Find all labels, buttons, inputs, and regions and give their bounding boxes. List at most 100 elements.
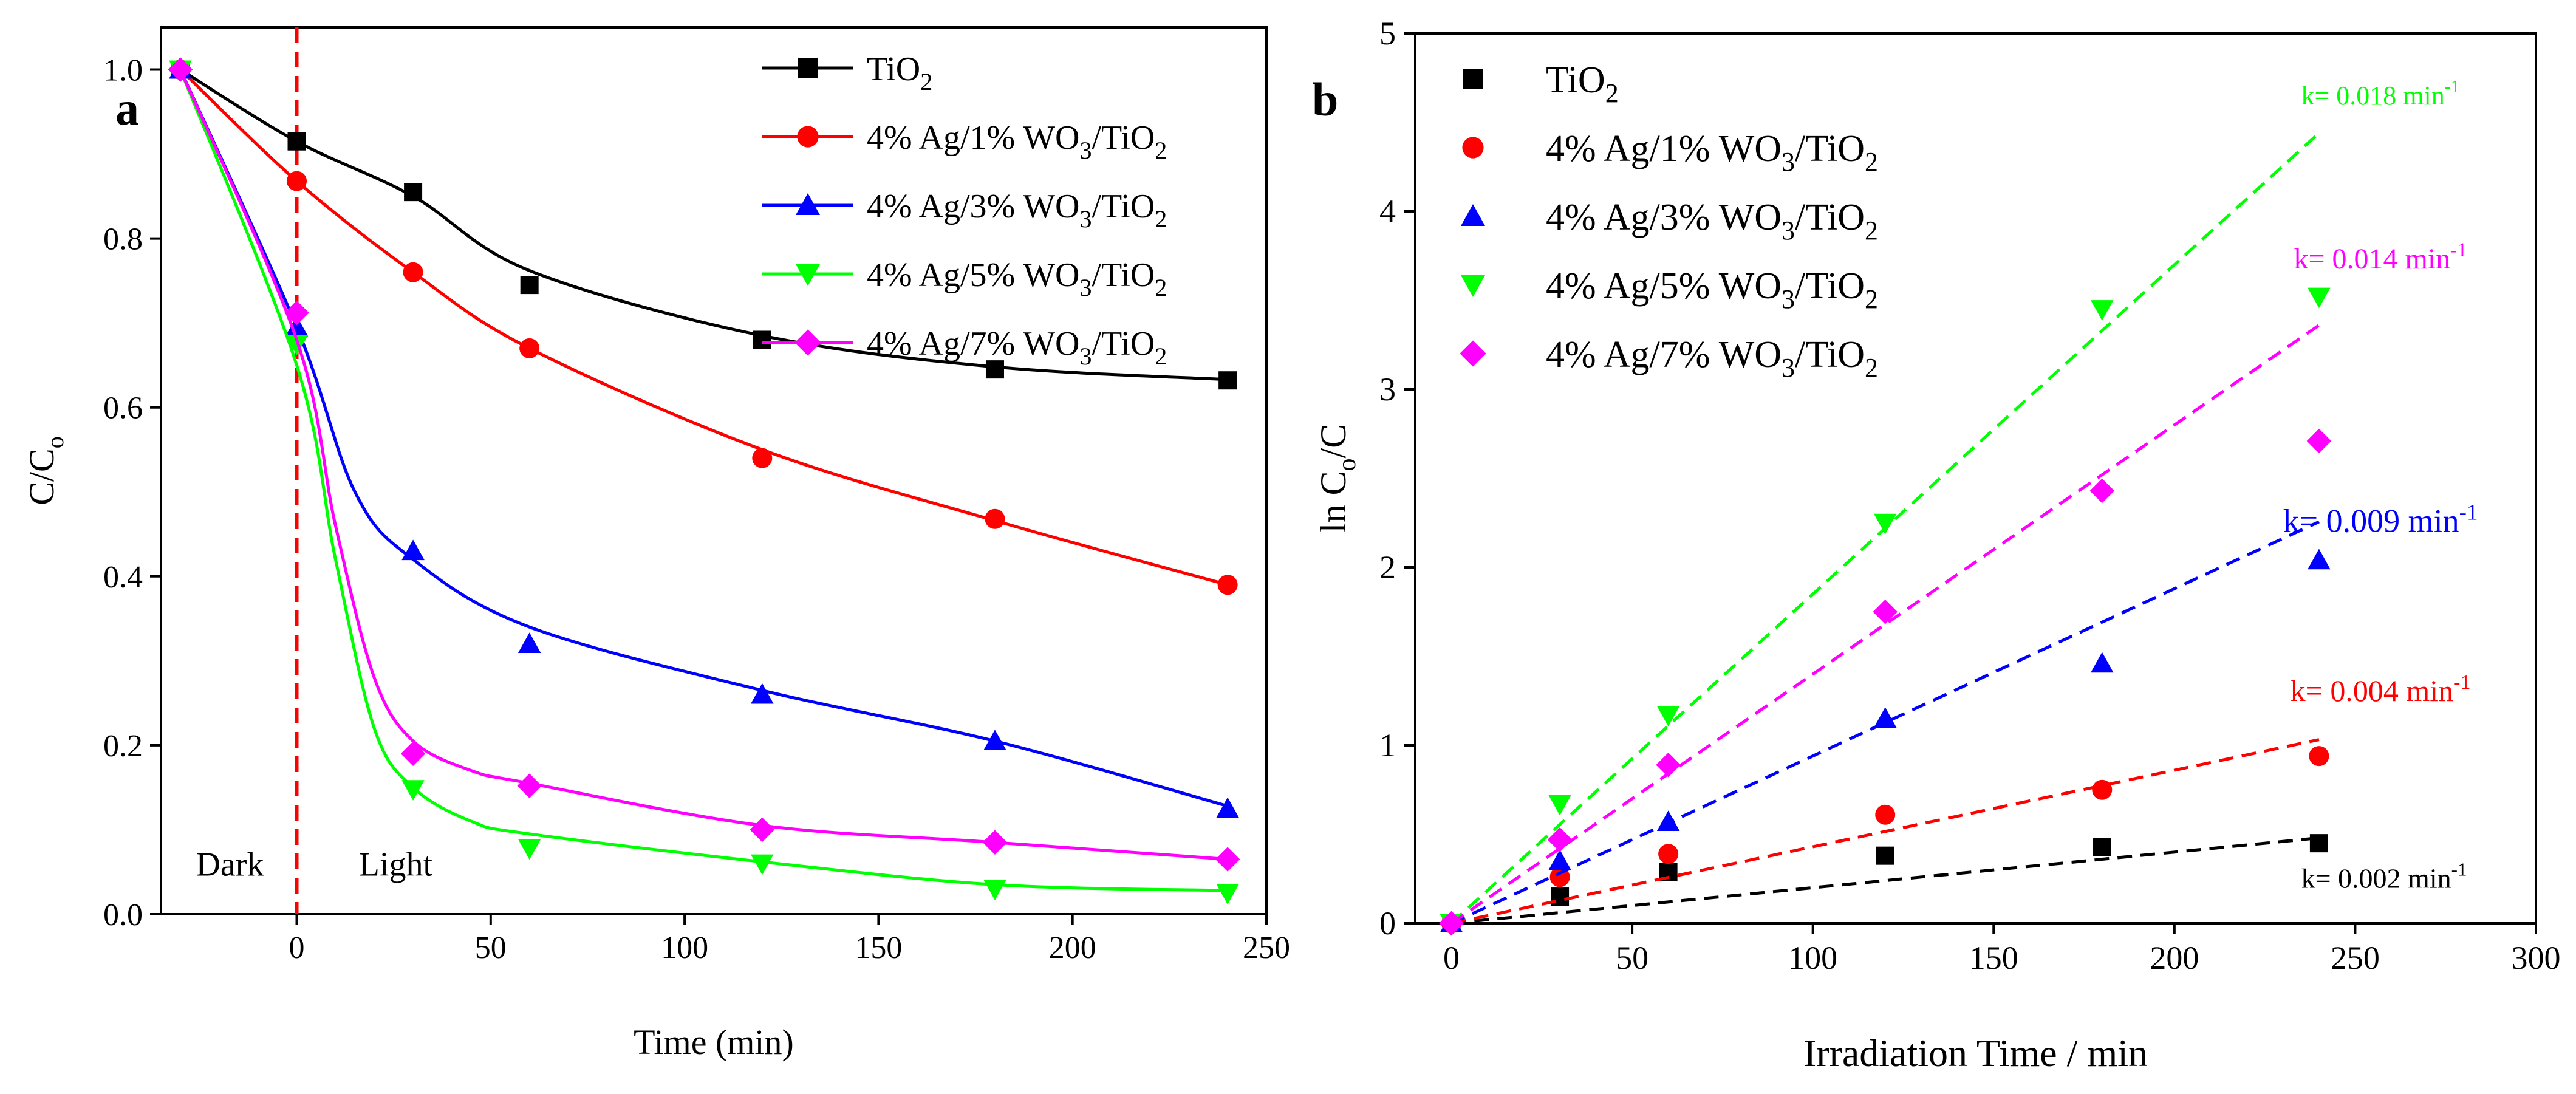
legend-label-main: 4% Ag/3% WO (1546, 197, 1782, 238)
legend-label-tail: /TiO (1795, 334, 1865, 375)
y-tick-label-b: 1 (1379, 727, 1396, 764)
legend-label-sub: 3 (1782, 284, 1795, 314)
data-point-b (1873, 600, 1898, 624)
rate-constant-label: k= 0.002 min-1 (2301, 858, 2467, 894)
rate-constant-label: k= 0.018 min-1 (2301, 77, 2459, 111)
legend-label-b: TiO2 (1546, 60, 1619, 108)
legend-marker-a (798, 58, 818, 78)
data-point-b (1656, 810, 1680, 831)
legend-label-a: 4% Ag/7% WO3/TiO2 (867, 325, 1167, 370)
data-point-a (518, 839, 541, 860)
rate-constant-text: k= 0.004 min (2291, 674, 2453, 708)
legend-label-sub2: 2 (1155, 343, 1167, 370)
legend-label-sub: 3 (1080, 205, 1092, 233)
legend-label-tail: /TiO (1795, 265, 1865, 307)
y-tick-label-a: 0.0 (103, 898, 143, 932)
x-tick-label-a: 0 (289, 931, 305, 965)
data-point-a (985, 508, 1005, 529)
y-tick-label-b: 0 (1379, 905, 1396, 942)
legend-label-b: 4% Ag/7% WO3/TiO2 (1546, 334, 1878, 383)
data-point-b (1548, 795, 1571, 816)
data-point-b (1656, 706, 1680, 726)
data-point-b (1547, 827, 1573, 852)
data-point-b (2092, 779, 2113, 800)
rate-constant-exponent: -1 (2459, 500, 2478, 525)
rate-constant-exponent: -1 (2450, 239, 2467, 261)
data-point-b (1439, 911, 1464, 936)
legend-label-tail: /TiO (1795, 128, 1865, 169)
series-a (168, 57, 1240, 872)
series-b (1439, 324, 2332, 936)
legend-label-b: 4% Ag/3% WO3/TiO2 (1546, 197, 1878, 245)
rate-constant-text: k= 0.018 min (2301, 81, 2444, 111)
x-tick-label-a: 50 (475, 931, 507, 965)
legend-label-tail: /TiO (1092, 119, 1155, 157)
legend-label-sub: 2 (1605, 78, 1619, 108)
data-point-b (1873, 513, 1897, 535)
data-point-b (2308, 287, 2331, 309)
data-point-a (517, 773, 542, 798)
plot-frame-a (160, 26, 1268, 915)
legend-marker-a (794, 329, 821, 356)
legend-marker-a (796, 264, 820, 286)
legend-label-tail: /TiO (1092, 256, 1155, 294)
legend-marker-b (1461, 275, 1485, 297)
data-point-b (2091, 652, 2114, 673)
data-point-a (752, 448, 773, 468)
legend-marker-a (797, 126, 819, 148)
fit-line-b (1450, 520, 2320, 925)
data-point-a (750, 817, 775, 843)
data-point-b (2309, 746, 2329, 767)
rate-constant-exponent: -1 (2451, 858, 2467, 880)
panel-label-b: b (1312, 73, 1338, 126)
y-tick-label-a: 0.4 (103, 560, 143, 595)
rate-constant-exponent: -1 (2445, 77, 2460, 97)
legend-label-main: 4% Ag/5% WO (867, 256, 1080, 294)
legend-label-a: 4% Ag/5% WO3/TiO2 (867, 256, 1167, 301)
legend-marker-b (1460, 340, 1486, 367)
series-line-a (179, 69, 1228, 892)
x-tick-label-b: 100 (1788, 940, 1837, 976)
data-point-a (983, 730, 1006, 750)
legend-label-main: 4% Ag/5% WO (1546, 265, 1782, 307)
data-point-a (1217, 575, 1238, 595)
y-tick-label-a: 1.0 (103, 53, 143, 88)
y-axis-title-sub-a: o (41, 436, 69, 448)
x-tick-label-a: 250 (1243, 931, 1290, 965)
rate-constant-label: k= 0.014 min-1 (2294, 239, 2467, 275)
legend-label-b: 4% Ag/1% WO3/TiO2 (1546, 128, 1878, 177)
x-tick-label-a: 150 (855, 931, 902, 965)
legend-label-tail: /TiO (1092, 188, 1155, 225)
y-axis-title-main-b: ln C (1313, 471, 1353, 533)
legend-label-sub2: 2 (1155, 205, 1167, 233)
data-point-b (1876, 846, 1894, 865)
y-tick-label-a: 0.2 (103, 729, 143, 764)
data-point-b (2089, 478, 2115, 504)
legend-label-sub2: 2 (1155, 137, 1167, 164)
data-point-b (1873, 707, 1897, 728)
y-axis-title-main-a: C/C (22, 448, 61, 505)
y-tick-label-b: 3 (1379, 371, 1396, 408)
plot-frame-b (1414, 32, 2537, 925)
data-point-a (287, 132, 306, 151)
rate-constant-exponent: -1 (2453, 671, 2470, 694)
legend-label-sub2: 2 (1865, 284, 1878, 314)
y-tick-label-b: 2 (1379, 549, 1396, 586)
y-axis-title-a: C/Co (22, 436, 69, 505)
legend-label-main: 4% Ag/1% WO (1546, 128, 1782, 169)
data-point-a (401, 780, 425, 801)
y-tick-label-b: 4 (1379, 193, 1396, 230)
x-tick-label-b: 0 (1443, 940, 1460, 976)
rate-constant-text: k= 0.014 min (2294, 243, 2450, 275)
panel-label-a: a (115, 82, 139, 135)
dark-phase-label: Dark (196, 846, 264, 884)
rate-constant-text: k= 0.002 min (2301, 863, 2451, 894)
legend-label-main: TiO (867, 50, 920, 88)
data-point-a (519, 338, 540, 358)
legend-label-main: 4% Ag/3% WO (867, 188, 1080, 225)
x-axis-title-a: Time (min) (634, 1022, 794, 1062)
rate-constant-text: k= 0.009 min (2283, 502, 2459, 539)
legend-label-a: 4% Ag/3% WO3/TiO2 (867, 188, 1167, 233)
x-tick-label-b: 250 (2331, 940, 2380, 976)
